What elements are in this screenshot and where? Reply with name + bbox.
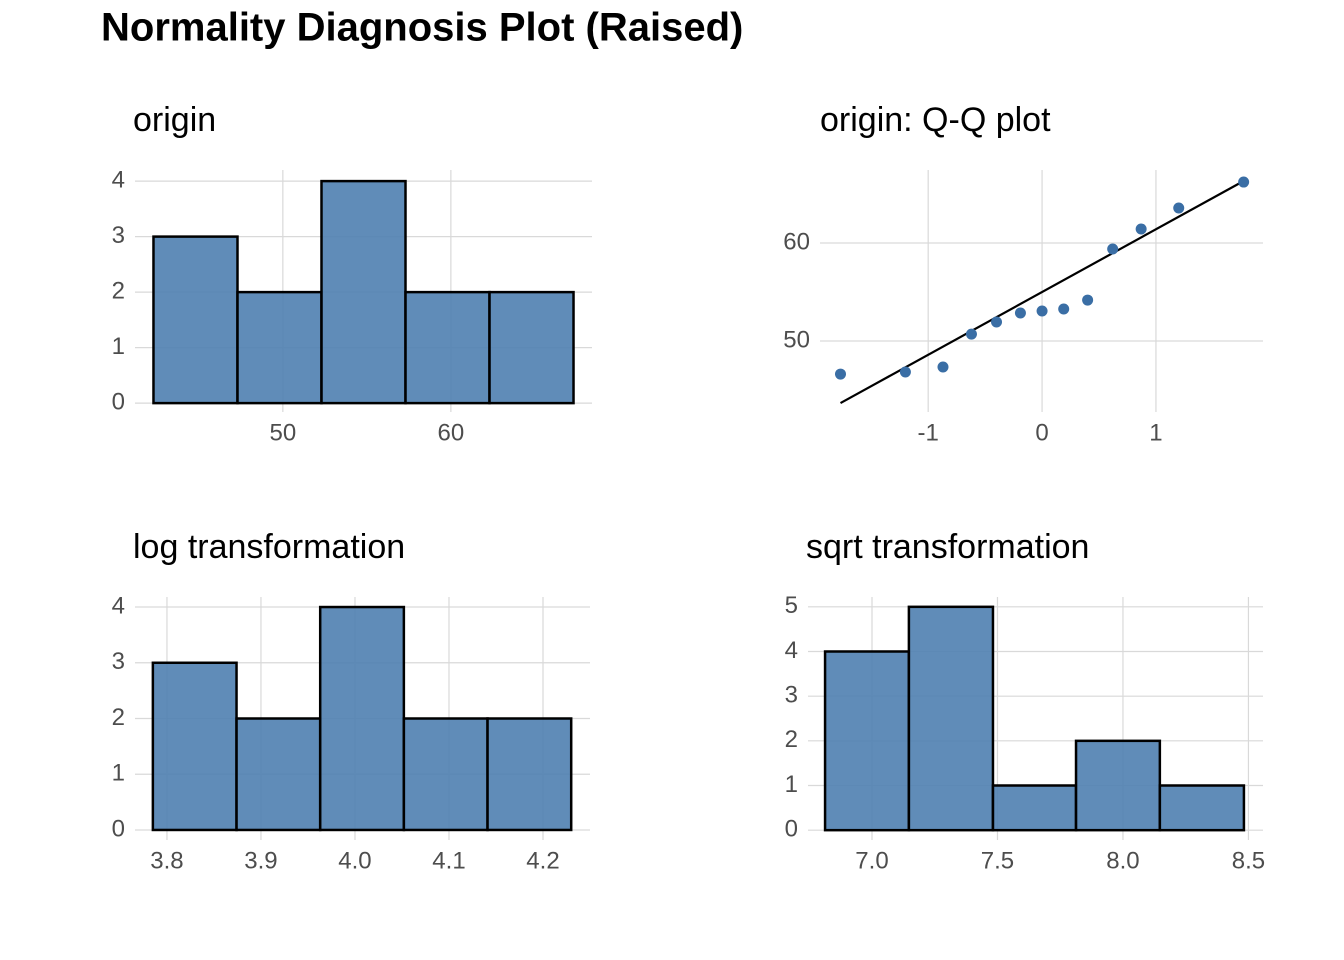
y-tick-label: 0 [112, 815, 125, 842]
point [1238, 176, 1250, 188]
y-tick-label: 50 [783, 326, 810, 353]
x-tick-label: 1 [1149, 419, 1162, 446]
y-tick-label: 1 [112, 333, 125, 360]
point [1135, 223, 1147, 235]
bar [404, 290, 491, 405]
bar [488, 290, 575, 405]
y-tick-label: 1 [112, 760, 125, 787]
point [1082, 294, 1094, 306]
bar [152, 235, 239, 405]
y-tick-label: 3 [112, 222, 125, 249]
y-tick-label: 2 [112, 277, 125, 304]
x-tick-label: -1 [918, 419, 939, 446]
panel: origin: Q-Q plot 50 60 -1 0 1 [783, 101, 1263, 446]
point [937, 361, 949, 373]
x-tick-label: 4.1 [432, 847, 465, 874]
x-tick-label: 7.5 [981, 847, 1014, 874]
point [1036, 305, 1048, 317]
panel-title: origin: Q-Q plot [820, 101, 1051, 139]
bar [318, 605, 406, 832]
bar [823, 650, 911, 832]
x-tick-label: 8.5 [1232, 847, 1265, 874]
panel: origin 0 1 2 3 4 50 60 [112, 101, 592, 446]
x-tick-label: 3.9 [244, 847, 277, 874]
bar [320, 179, 407, 405]
y-tick-label: 1 [785, 771, 798, 798]
y-tick-label: 2 [112, 704, 125, 731]
page-title: Normality Diagnosis Plot (Raised) [101, 6, 743, 50]
point [991, 316, 1003, 328]
panel-title: origin [133, 101, 216, 139]
point [834, 368, 846, 380]
bar [151, 661, 238, 832]
y-tick-label: 3 [785, 682, 798, 709]
x-tick-label: 3.8 [150, 847, 183, 874]
x-tick-label: 50 [270, 419, 297, 446]
bar [402, 717, 489, 832]
x-tick-label: 0 [1035, 419, 1048, 446]
x-tick-label: 7.0 [855, 847, 888, 874]
x-tick-label: 4.2 [526, 847, 559, 874]
y-tick-label: 0 [112, 388, 125, 415]
bar [907, 605, 995, 832]
point [965, 328, 977, 340]
y-tick-label: 60 [783, 228, 810, 255]
y-tick-label: 2 [785, 726, 798, 753]
y-tick-label: 4 [785, 637, 798, 664]
bar [991, 784, 1078, 832]
point [1173, 202, 1185, 214]
x-tick-label: 8.0 [1106, 847, 1139, 874]
panel: log transformation 0 1 2 3 4 3.8 3.9 4.0 4.1 4.2 [112, 528, 590, 874]
panel-title: sqrt transformation [806, 528, 1089, 566]
point [1058, 303, 1070, 315]
bar [486, 717, 573, 832]
bar [235, 717, 322, 832]
panel-title: log transformation [133, 528, 405, 566]
point [1107, 243, 1119, 255]
y-tick-label: 0 [785, 816, 798, 843]
y-tick-label: 5 [785, 592, 798, 619]
point [1014, 307, 1026, 319]
point [899, 366, 911, 378]
panel: sqrt transformation 0 1 2 3 4 5 7.0 7.5 8.0 8.5 [785, 528, 1265, 874]
bar [1158, 784, 1246, 832]
bar [236, 290, 323, 405]
y-tick-label: 3 [112, 648, 125, 675]
bar [1074, 739, 1162, 832]
x-tick-label: 60 [438, 419, 465, 446]
y-tick-label: 4 [112, 592, 125, 619]
y-tick-label: 4 [112, 166, 125, 193]
x-tick-label: 4.0 [338, 847, 371, 874]
reference-line [839, 180, 1245, 405]
